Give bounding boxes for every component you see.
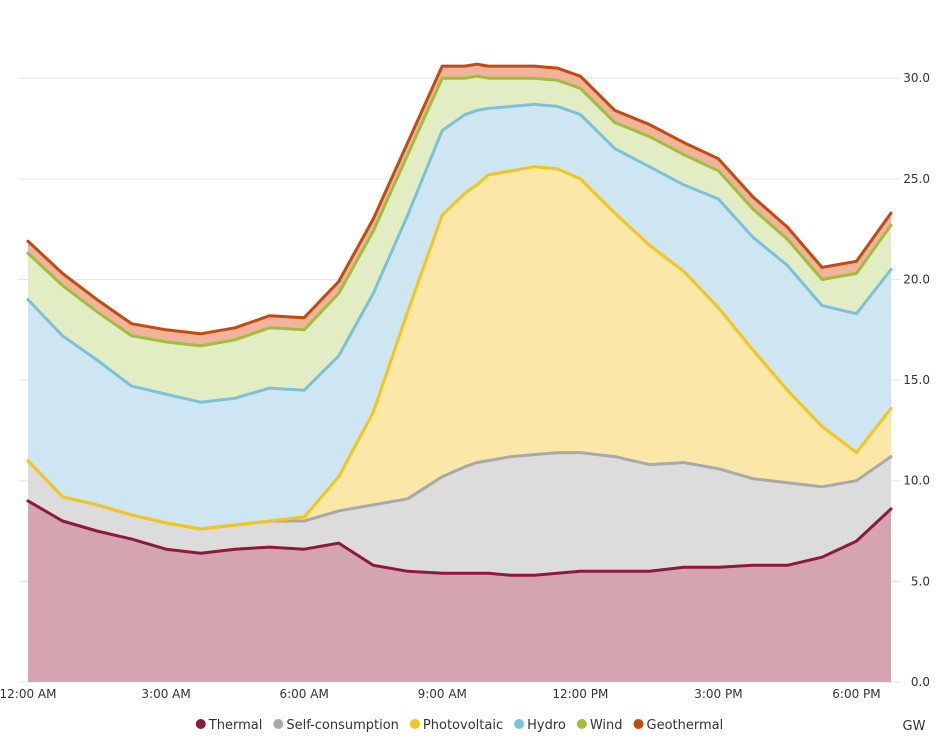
legend-label: Wind [590, 718, 623, 733]
x-tick-label: 12:00 PM [552, 687, 608, 701]
line-wind [26, 74, 893, 348]
y-tick-label: 15.0 [903, 373, 930, 387]
line-geothermal [26, 62, 893, 336]
area-wind [28, 76, 891, 403]
area-hydro [28, 104, 891, 530]
x-tick-label: 6:00 PM [832, 687, 880, 701]
area-photovoltaic [28, 166, 891, 529]
legend-item: Photovoltaic [409, 718, 503, 733]
y-tick-label: 0.0 [911, 675, 930, 689]
legend-item: Wind [576, 718, 623, 733]
area-geothermal [28, 64, 891, 346]
unit-label: GW [903, 719, 926, 734]
area-fills [28, 64, 891, 682]
legend-marker [195, 719, 206, 729]
series-lines [26, 62, 893, 577]
y-tick-label: 20.0 [903, 272, 930, 286]
legend-marker [273, 719, 284, 729]
legend-marker [576, 719, 587, 729]
legend-label: Thermal [208, 718, 263, 733]
legend-marker [633, 719, 644, 729]
x-tick-label: 12:00 AM [0, 687, 56, 701]
legend-marker [514, 719, 525, 729]
legend-item: Thermal [195, 718, 263, 733]
line-thermal [26, 499, 893, 577]
x-tick-label: 9:00 AM [418, 687, 467, 701]
y-tick-label: 10.0 [903, 474, 930, 488]
legend-label: Hydro [527, 718, 566, 733]
legend-label: Self-consumption [286, 718, 399, 733]
x-tick-label: 3:00 AM [141, 687, 190, 701]
line-hydro [26, 102, 893, 404]
x-tick-label: 6:00 AM [279, 687, 328, 701]
legend-item: Hydro [514, 718, 566, 733]
area-self-consumption [28, 452, 891, 576]
legend-label: Photovoltaic [423, 718, 503, 733]
legend-marker [409, 719, 420, 729]
x-tick-label: 3:00 PM [694, 687, 742, 701]
line-photovoltaic [26, 165, 893, 531]
y-tick-label: 5.0 [911, 574, 930, 588]
legend-item: Self-consumption [273, 718, 399, 733]
legend: Thermal Self-consumption Photovoltaic Hydro… [195, 718, 724, 733]
y-axis-ticks: 0.0 5.0 10.0 15.0 20.0 25.0 30.0 [903, 71, 930, 689]
y-tick-label: 30.0 [903, 71, 930, 85]
legend-item: Geothermal [633, 718, 724, 733]
area-thermal [28, 500, 891, 682]
y-tick-label: 25.0 [903, 172, 930, 186]
legend-label: Geothermal [647, 718, 724, 733]
x-axis-ticks: 12:00 AM 3:00 AM 6:00 AM 9:00 AM 12:00 PM 3:0… [0, 687, 881, 701]
